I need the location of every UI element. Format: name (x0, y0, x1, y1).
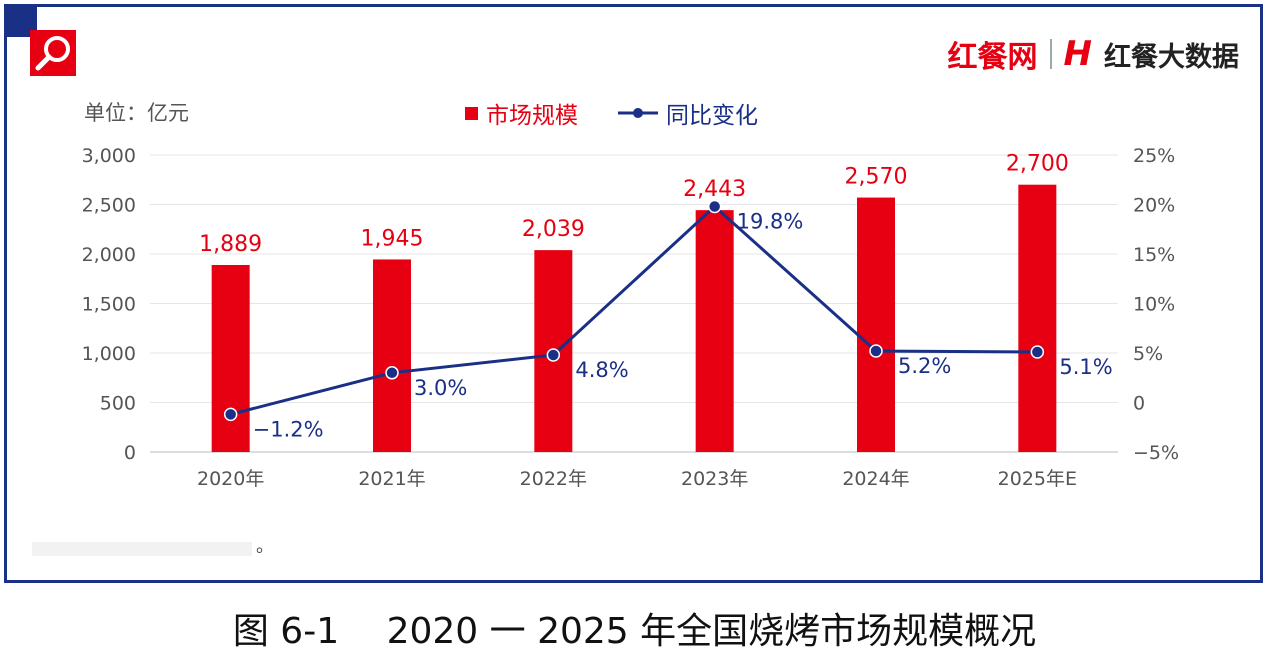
bar (1018, 184, 1057, 452)
bar (857, 197, 895, 452)
legend: 市场规模 同比变化 (465, 96, 758, 130)
y-left-tick-label: 1,500 (82, 294, 136, 316)
bar (695, 210, 734, 452)
bar-line-chart: 0 500 1,000 1,500 2,000 2,500 3,000 −5% 0 5% 10% 15… (82, 145, 1179, 490)
x-tick-label: 2024年 (842, 468, 909, 490)
legend-bar-swatch (465, 106, 478, 120)
legend-line-swatch (618, 108, 658, 118)
y-left-tick-label: 500 (100, 393, 136, 415)
y-left-tick-label: 3,000 (82, 145, 136, 167)
line-value-label: 4.8% (575, 358, 628, 382)
y-left-tick-label: 1,000 (82, 343, 136, 365)
h-logo-icon: H (1063, 34, 1092, 74)
brand-data-name: 红餐大数据 (1104, 41, 1239, 73)
y-left-tick-label: 0 (124, 442, 136, 464)
line-value-label: 3.0% (414, 376, 467, 400)
bar-value-label: 2,700 (1006, 152, 1069, 177)
legend-line-item: 同比变化 (618, 96, 758, 130)
bar-value-label: 1,889 (199, 232, 262, 257)
brand-divider (1049, 39, 1052, 69)
y-right-tick-label: 20% (1133, 195, 1175, 217)
magnifier-icon (30, 30, 76, 76)
x-tick-label: 2025年E (998, 468, 1077, 490)
y-right-tick-label: −5% (1133, 442, 1179, 464)
brand-name: 红餐网 (947, 40, 1038, 75)
footnote-text: 。 (256, 536, 274, 557)
x-tick-label: 2020年 (197, 468, 264, 490)
line-value-label: 19.8% (737, 209, 804, 233)
bar (211, 264, 250, 452)
brand-logo: 红餐网 H 红餐大数据 (948, 32, 1239, 76)
y-left-tick-label: 2,500 (82, 195, 136, 217)
y-right-tick-label: 5% (1133, 343, 1163, 365)
line-point (385, 366, 399, 380)
bar-value-label: 2,443 (683, 177, 746, 202)
line-point (546, 348, 561, 362)
y-right-tick-label: 10% (1133, 294, 1175, 316)
line-value-label: 5.1% (1059, 355, 1112, 379)
x-tick-label: 2022年 (520, 468, 587, 490)
figure-number: 图 6-1 (232, 611, 340, 652)
y-left-tick-label: 2,000 (82, 244, 136, 266)
bar (373, 259, 411, 452)
footnote: 。 (32, 536, 274, 558)
y-right-tick-label: 0 (1133, 393, 1145, 415)
x-tick-label: 2023年 (681, 468, 748, 490)
y-right-tick-label: 15% (1133, 244, 1175, 266)
unit-label: 单位：亿元 (84, 101, 189, 125)
yoy-line (230, 204, 1038, 416)
figure-title: 2020 一 2025 年全国烧烤市场规模概况 (386, 611, 1037, 652)
line-value-label: 5.2% (898, 354, 951, 378)
line-point (1030, 345, 1045, 359)
bar-value-label: 2,039 (522, 217, 585, 242)
legend-line-label: 同比变化 (666, 103, 758, 129)
line-value-label: −1.2% (253, 417, 324, 441)
redacted-text (32, 542, 252, 556)
x-tick-label: 2021年 (358, 468, 425, 490)
line-point (869, 344, 883, 358)
bar-value-label: 2,570 (845, 165, 908, 190)
figure-caption: 图 6-1 2020 一 2025 年全国烧烤市场规模概况 (0, 602, 1269, 654)
legend-bar-item: 市场规模 (465, 96, 578, 130)
y-right-tick-label: 25% (1133, 145, 1175, 167)
line-point (707, 199, 722, 214)
line-point (223, 407, 238, 422)
bar-value-label: 1,945 (361, 226, 424, 251)
legend-bar-label: 市场规模 (486, 103, 578, 129)
